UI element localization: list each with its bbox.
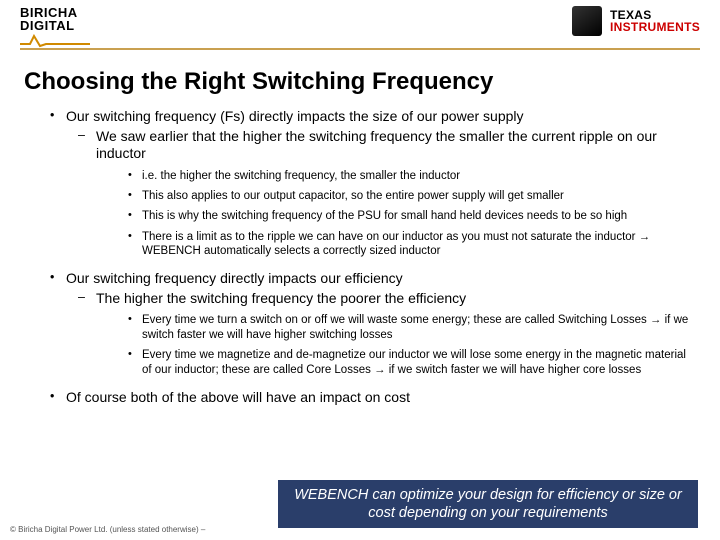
list-item: •This is why the switching frequency of … [128,209,690,223]
callout-box: WEBENCH can optimize your design for eff… [278,480,698,528]
bullet-glyph: • [128,189,142,203]
bullet-glyph: • [50,270,66,288]
bullet-list: •Our switching frequency (Fs) directly i… [50,108,690,406]
bullet-glyph: • [128,169,142,183]
bullet-text: Our switching frequency directly impacts… [66,270,690,288]
list-item: •Every time we turn a switch on or off w… [128,313,690,342]
slide-body: •Our switching frequency (Fs) directly i… [50,108,690,418]
bullet-glyph: • [128,348,142,377]
slide-title: Choosing the Right Switching Frequency [24,68,493,96]
list-item: –We saw earlier that the higher the swit… [78,128,690,259]
bullet-glyph: • [128,209,142,223]
bullet-glyph: • [128,230,142,259]
ti-logo-text: TEXAS INSTRUMENTS [610,9,700,33]
list-item: •This also applies to our output capacit… [128,189,690,203]
bullet-text: This is why the switching frequency of t… [142,209,690,223]
list-item: •Our switching frequency directly impact… [50,270,690,377]
biricha-logo: BIRICHA DIGITAL [20,6,90,48]
list-item: •i.e. the higher the switching frequency… [128,169,690,183]
header-rule [20,48,700,50]
callout-text: WEBENCH can optimize your design for eff… [294,487,682,521]
bullet-text: Every time we turn a switch on or off we… [142,313,690,342]
ti-logo-line2: INSTRUMENTS [610,21,700,33]
bullet-glyph: – [78,290,96,308]
bullet-glyph: – [78,128,96,163]
biricha-wave-icon [20,34,90,48]
ti-chip-icon [572,6,602,36]
list-item: •Of course both of the above will have a… [50,389,690,407]
list-item: –The higher the switching frequency the … [78,290,690,377]
bullet-text: Of course both of the above will have an… [66,389,690,407]
biricha-logo-line2: DIGITAL [20,19,75,32]
bullet-text: This also applies to our output capacito… [142,189,690,203]
bullet-glyph: • [50,108,66,126]
copyright-footer: © Biricha Digital Power Ltd. (unless sta… [10,525,205,534]
bullet-text: We saw earlier that the higher the switc… [96,128,690,163]
bullet-text: The higher the switching frequency the p… [96,290,690,308]
bullet-glyph: • [50,389,66,407]
bullet-text: Every time we magnetize and de-magnetize… [142,348,690,377]
bullet-text: Our switching frequency (Fs) directly im… [66,108,690,126]
bullet-text: i.e. the higher the switching frequency,… [142,169,690,183]
ti-logo: TEXAS INSTRUMENTS [572,6,700,36]
list-item: •Every time we magnetize and de-magnetiz… [128,348,690,377]
list-item: •Our switching frequency (Fs) directly i… [50,108,690,258]
bullet-glyph: • [128,313,142,342]
bullet-text: There is a limit as to the ripple we can… [142,230,690,259]
list-item: •There is a limit as to the ripple we ca… [128,230,690,259]
